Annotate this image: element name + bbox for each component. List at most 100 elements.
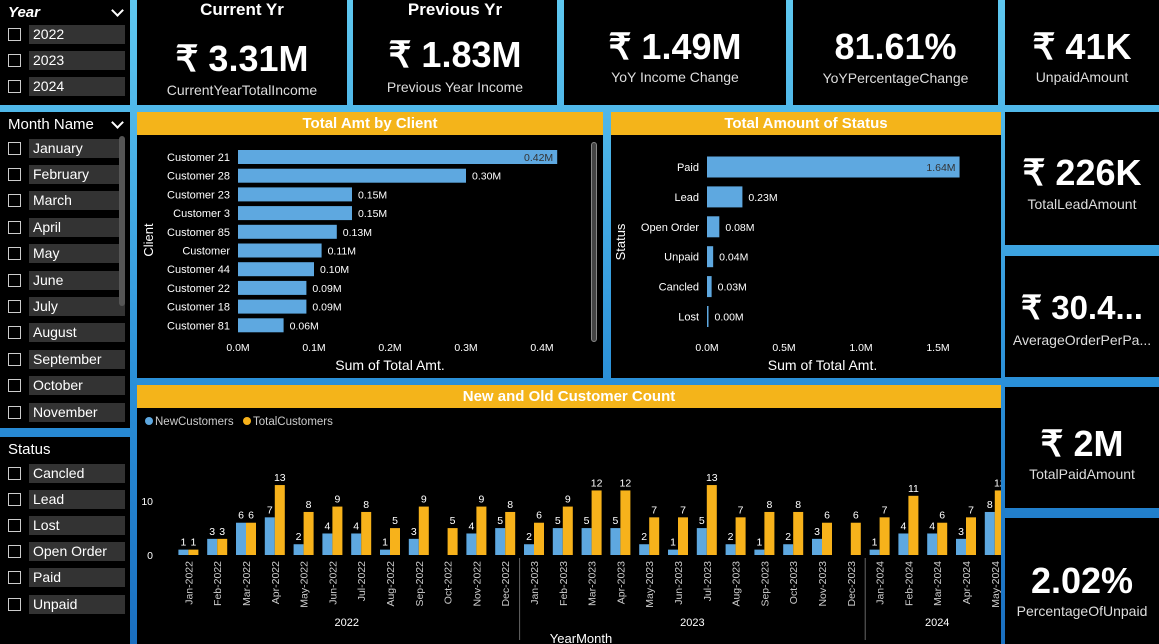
column[interactable] [956, 538, 966, 555]
year-slicer-item[interactable]: 2023 [8, 50, 125, 70]
column[interactable] [361, 511, 372, 555]
checkbox[interactable] [8, 79, 21, 93]
checkbox[interactable] [8, 518, 21, 532]
bar[interactable] [707, 186, 743, 208]
column[interactable] [678, 517, 688, 555]
column[interactable] [466, 533, 477, 555]
month-slicer-item[interactable]: May [8, 244, 125, 264]
column[interactable] [332, 506, 343, 555]
checkbox[interactable] [8, 492, 21, 506]
chevron-down-icon[interactable] [111, 116, 124, 129]
bar[interactable] [238, 168, 466, 183]
column[interactable] [696, 528, 707, 555]
checkbox[interactable] [8, 352, 21, 366]
column[interactable] [476, 506, 487, 555]
column[interactable] [927, 533, 938, 555]
column[interactable] [984, 511, 995, 555]
column[interactable] [610, 528, 621, 555]
checkbox[interactable] [8, 466, 21, 480]
column[interactable] [207, 538, 218, 555]
column[interactable] [783, 544, 794, 555]
bar[interactable] [238, 187, 352, 202]
column[interactable] [879, 517, 890, 555]
column[interactable] [591, 490, 602, 555]
bar[interactable] [238, 262, 314, 277]
column[interactable] [322, 533, 333, 555]
column[interactable] [293, 544, 304, 555]
bar[interactable] [238, 299, 307, 314]
month-slicer-item[interactable]: November [8, 402, 125, 422]
column[interactable] [620, 490, 631, 555]
checkbox[interactable] [8, 247, 21, 261]
column[interactable] [447, 528, 458, 555]
year-slicer-item[interactable]: 2024 [8, 76, 125, 96]
column[interactable] [937, 522, 948, 555]
checkbox[interactable] [8, 571, 21, 585]
status-slicer-item[interactable]: Paid [8, 568, 125, 588]
column[interactable] [822, 522, 832, 555]
column[interactable] [236, 522, 246, 555]
column[interactable] [351, 533, 362, 555]
column[interactable] [217, 538, 228, 555]
column[interactable] [898, 533, 909, 555]
checkbox[interactable] [8, 194, 21, 208]
column[interactable] [562, 506, 573, 555]
column[interactable] [380, 549, 390, 555]
month-slicer-item[interactable]: October [8, 376, 125, 396]
status-slicer-item[interactable]: Cancled [8, 463, 125, 483]
month-slicer-item[interactable]: August [8, 323, 125, 343]
month-slicer-item[interactable]: March [8, 191, 125, 211]
column[interactable] [639, 544, 650, 555]
column[interactable] [908, 495, 919, 555]
month-slicer-item[interactable]: September [8, 349, 125, 369]
bar[interactable] [238, 224, 337, 239]
bar[interactable] [238, 318, 284, 333]
column[interactable] [390, 528, 400, 555]
checkbox[interactable] [8, 299, 21, 313]
column[interactable] [408, 538, 419, 555]
column[interactable] [178, 549, 189, 555]
column[interactable] [246, 522, 256, 555]
status-slicer-item[interactable]: Open Order [8, 542, 125, 562]
bar[interactable] [707, 156, 960, 178]
column[interactable] [754, 549, 765, 555]
column[interactable] [303, 511, 314, 555]
bar[interactable] [238, 150, 558, 164]
bar[interactable] [238, 206, 352, 221]
column[interactable] [812, 538, 822, 555]
status-slicer-item[interactable]: Lost [8, 515, 125, 535]
checkbox[interactable] [8, 379, 21, 393]
checkbox[interactable] [8, 405, 21, 419]
month-slicer-item[interactable]: July [8, 296, 125, 316]
checkbox[interactable] [8, 545, 21, 559]
bar[interactable] [238, 280, 307, 295]
checkbox[interactable] [8, 220, 21, 234]
month-slicer-item[interactable]: June [8, 270, 125, 290]
checkbox[interactable] [8, 167, 21, 181]
column[interactable] [534, 522, 544, 555]
column[interactable] [668, 549, 678, 555]
checkbox[interactable] [8, 597, 21, 611]
checkbox[interactable] [8, 141, 21, 155]
column[interactable] [994, 490, 1001, 555]
column[interactable] [764, 511, 775, 555]
bar[interactable] [238, 243, 322, 258]
year-slicer-item[interactable]: 2022 [8, 24, 125, 44]
bar[interactable] [707, 246, 714, 268]
status-slicer-item[interactable]: Lead [8, 489, 125, 509]
column[interactable] [264, 517, 275, 555]
month-slicer-item[interactable]: February [8, 164, 125, 184]
column[interactable] [188, 549, 199, 555]
column[interactable] [495, 528, 506, 555]
column[interactable] [850, 522, 861, 555]
column[interactable] [725, 544, 736, 555]
month-slicer-item[interactable]: January [8, 138, 125, 158]
chevron-down-icon[interactable] [111, 4, 124, 17]
checkbox[interactable] [8, 27, 21, 41]
bar[interactable] [707, 216, 720, 238]
column[interactable] [552, 528, 563, 555]
checkbox[interactable] [8, 53, 21, 67]
column[interactable] [966, 517, 976, 555]
bar[interactable] [707, 306, 709, 327]
column[interactable] [581, 528, 592, 555]
